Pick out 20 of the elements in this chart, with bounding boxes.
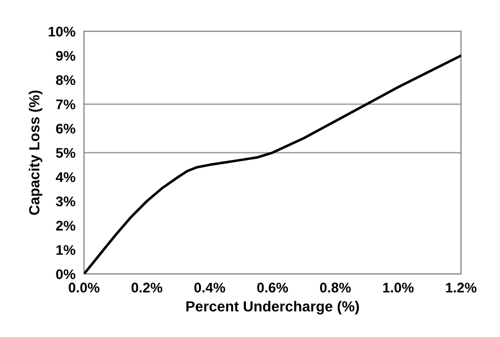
y-tick-label: 9% xyxy=(56,50,76,61)
y-tick-label: 3% xyxy=(56,196,76,206)
y-tick-label: 10% xyxy=(48,26,76,37)
x-tick-label: 0.0% xyxy=(68,282,100,293)
x-tick-label: 1.0% xyxy=(383,282,414,293)
x-tick-label: 0.2% xyxy=(132,282,162,293)
x-tick-label: 1.2% xyxy=(446,282,476,292)
y-tick-label: 2% xyxy=(56,220,76,231)
x-axis-title: Percent Undercharge (%) xyxy=(186,300,359,314)
x-tick-label: 0.8% xyxy=(320,282,351,293)
y-tick-label: 8% xyxy=(56,75,76,86)
y-tick-label: 4% xyxy=(56,172,76,182)
y-tick-label: 1% xyxy=(56,245,76,255)
x-tick-label: 0.6% xyxy=(257,282,288,293)
y-tick-label: 6% xyxy=(56,124,76,134)
y-tick-label: 0% xyxy=(56,269,76,280)
y-axis-title: Capacity Loss (%) xyxy=(28,90,42,215)
y-tick-label: 5% xyxy=(56,148,76,158)
x-tick-label: 0.4% xyxy=(194,282,226,293)
y-tick-label: 7% xyxy=(56,100,76,110)
